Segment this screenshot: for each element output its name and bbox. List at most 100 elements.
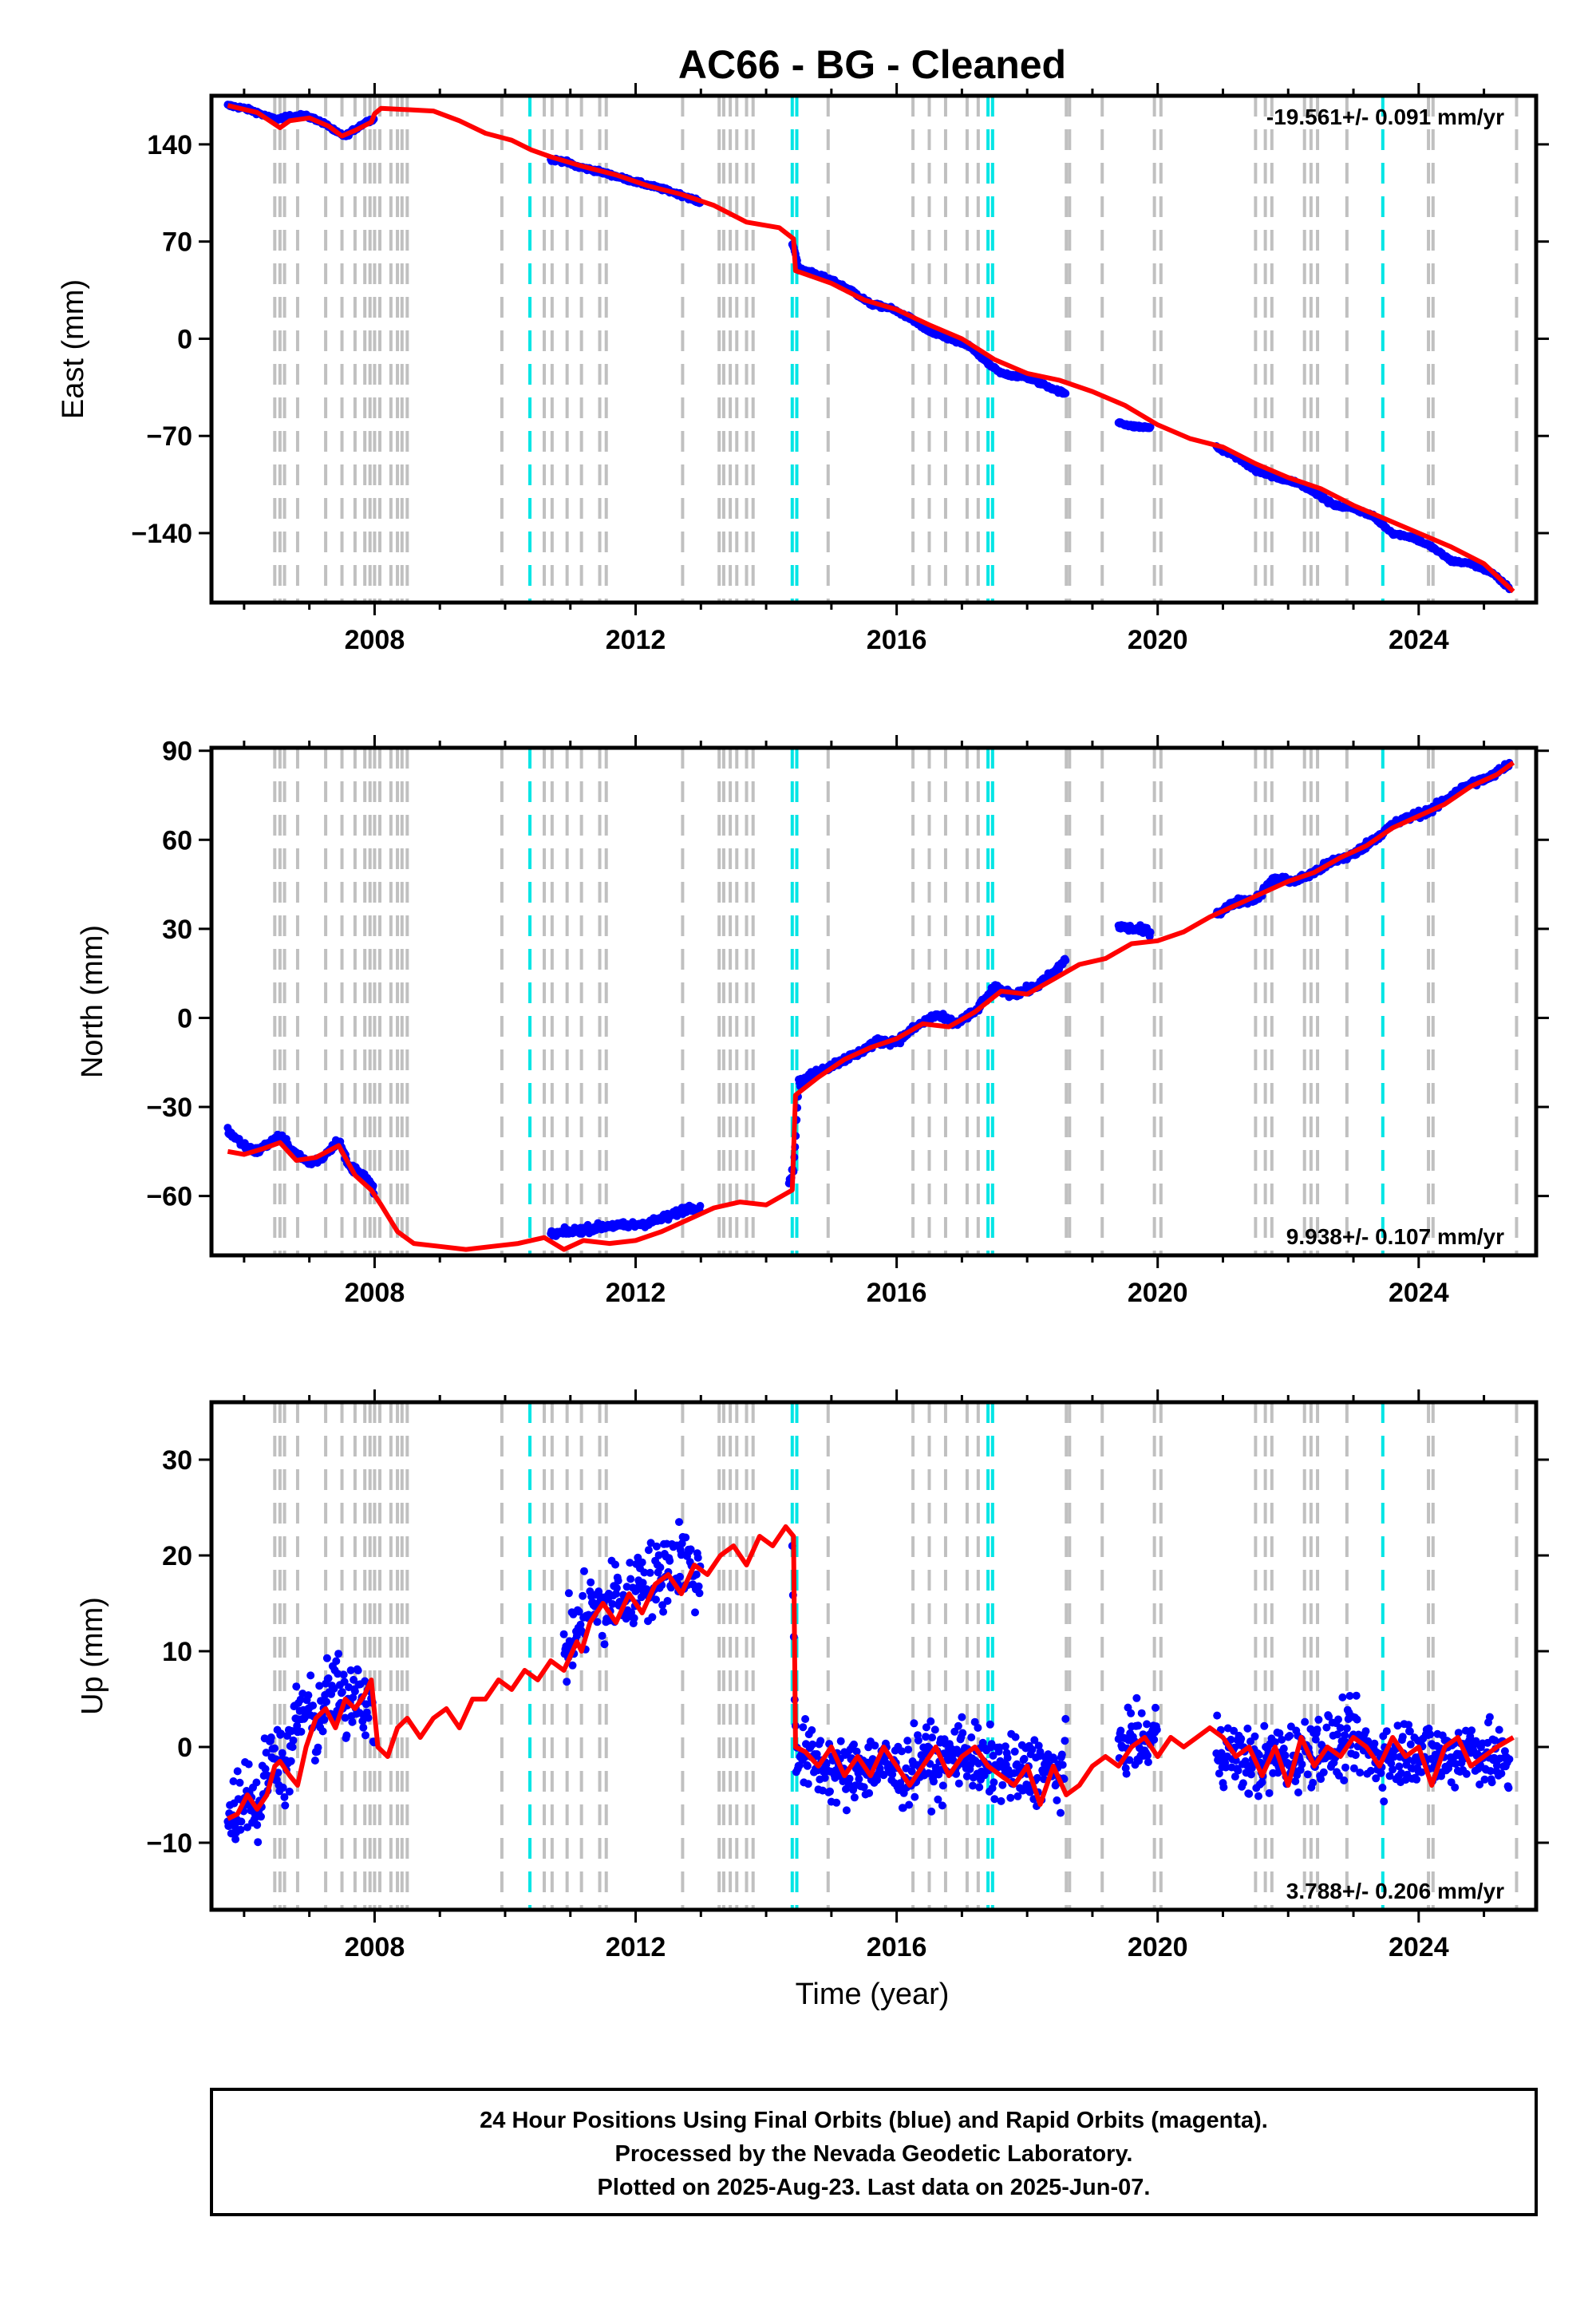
data-points-north bbox=[223, 758, 1514, 1240]
data-point bbox=[1334, 1771, 1343, 1780]
footer-box: 24 Hour Positions Using Final Orbits (bl… bbox=[210, 2088, 1538, 2216]
data-point bbox=[1338, 1693, 1347, 1701]
data-point bbox=[803, 1761, 812, 1770]
data-point bbox=[859, 1783, 868, 1792]
data-point bbox=[1462, 1769, 1471, 1778]
data-point bbox=[1275, 1729, 1284, 1737]
data-point bbox=[1237, 1734, 1246, 1743]
panel-east: 2008 2012 2016 2020 2024 140 70 0 −70 −140 East (m… bbox=[57, 83, 1549, 655]
data-point bbox=[1298, 1760, 1306, 1769]
y-tick-label: 0 bbox=[177, 1733, 192, 1763]
data-point bbox=[1227, 1735, 1235, 1744]
data-point bbox=[1480, 1775, 1489, 1784]
x-tick-label: 2020 bbox=[1128, 625, 1188, 655]
data-point bbox=[903, 1737, 912, 1745]
data-point bbox=[1393, 1721, 1402, 1730]
data-point bbox=[663, 1597, 672, 1605]
data-point bbox=[1146, 928, 1155, 937]
data-point bbox=[1370, 1739, 1379, 1748]
data-point bbox=[1057, 1808, 1065, 1817]
y-ticks-north: 90 60 30 0 −30 −60 bbox=[146, 737, 1549, 1212]
data-point bbox=[341, 1713, 350, 1722]
data-point bbox=[666, 1556, 674, 1565]
data-point bbox=[1319, 1768, 1328, 1777]
x-tick-label: 2016 bbox=[867, 1932, 927, 1962]
data-point bbox=[359, 1723, 368, 1732]
plot-area-up bbox=[223, 1402, 1519, 1910]
data-point bbox=[364, 1713, 373, 1722]
data-point bbox=[808, 1740, 817, 1749]
data-point bbox=[852, 1747, 861, 1756]
data-point bbox=[1340, 1776, 1349, 1784]
data-point bbox=[611, 1560, 620, 1569]
data-point bbox=[304, 1691, 313, 1700]
y-ticks-up: 30 20 10 0 −10 bbox=[146, 1445, 1549, 1859]
data-point bbox=[1152, 1725, 1161, 1734]
data-point bbox=[1213, 1711, 1222, 1720]
data-point bbox=[958, 1729, 967, 1737]
data-point bbox=[288, 1743, 297, 1752]
data-point bbox=[254, 1838, 263, 1847]
data-point bbox=[1389, 1753, 1398, 1761]
data-point bbox=[975, 1783, 984, 1792]
data-point bbox=[1333, 1730, 1341, 1739]
data-point bbox=[822, 1760, 831, 1769]
data-point bbox=[587, 1578, 595, 1587]
data-point bbox=[1487, 1778, 1496, 1787]
panels: 2008 2012 2016 2020 2024 140 70 0 −70 −140 East (m… bbox=[57, 83, 1549, 2011]
data-point bbox=[281, 1801, 290, 1810]
data-point bbox=[855, 1775, 863, 1784]
data-point bbox=[563, 1678, 571, 1686]
data-point bbox=[612, 1583, 621, 1592]
data-point bbox=[1317, 1775, 1325, 1784]
data-point bbox=[1231, 1773, 1239, 1781]
data-point bbox=[1301, 1717, 1310, 1726]
data-point bbox=[229, 1777, 238, 1785]
data-point bbox=[1250, 1732, 1259, 1741]
data-point bbox=[638, 1579, 647, 1587]
data-point bbox=[332, 1657, 341, 1666]
footer-line-2: Processed by the Nevada Geodetic Laborat… bbox=[615, 2141, 1133, 2167]
data-point bbox=[692, 1570, 701, 1579]
data-point bbox=[261, 1765, 270, 1773]
data-point bbox=[1219, 1783, 1228, 1792]
data-point bbox=[850, 1793, 859, 1802]
data-point bbox=[644, 1546, 653, 1555]
data-point bbox=[1230, 1726, 1238, 1735]
y-tick-label: 0 bbox=[177, 1003, 192, 1034]
data-point bbox=[349, 1694, 358, 1701]
y-tick-label: 70 bbox=[162, 227, 192, 258]
data-point bbox=[233, 1767, 242, 1776]
data-point bbox=[598, 1631, 606, 1640]
data-point bbox=[1260, 1721, 1269, 1730]
data-point bbox=[696, 1202, 705, 1210]
data-point bbox=[310, 1757, 319, 1765]
data-point bbox=[850, 1740, 858, 1749]
data-point bbox=[1061, 1714, 1070, 1723]
data-point bbox=[974, 1724, 982, 1732]
data-point bbox=[1116, 1726, 1125, 1735]
data-point bbox=[871, 1741, 879, 1750]
data-point bbox=[340, 1678, 349, 1686]
panel-frame-up bbox=[209, 1400, 1539, 1912]
data-point bbox=[253, 1820, 262, 1829]
data-point bbox=[231, 1822, 239, 1831]
data-point bbox=[907, 1767, 916, 1776]
data-point bbox=[1122, 1769, 1131, 1778]
data-point bbox=[622, 1583, 631, 1591]
data-point bbox=[1504, 1784, 1513, 1792]
data-point bbox=[842, 1806, 851, 1815]
data-point bbox=[1309, 1778, 1317, 1787]
data-point bbox=[1445, 1760, 1454, 1769]
data-point bbox=[1061, 1737, 1069, 1745]
data-point bbox=[927, 1807, 936, 1816]
data-point bbox=[1258, 1778, 1266, 1787]
data-point bbox=[836, 1737, 845, 1745]
data-point bbox=[1378, 1784, 1387, 1792]
x-tick-label: 2016 bbox=[867, 625, 927, 655]
data-point bbox=[1341, 1731, 1349, 1740]
data-point bbox=[1398, 1733, 1407, 1741]
data-point bbox=[659, 1607, 668, 1616]
data-point bbox=[293, 1721, 302, 1730]
